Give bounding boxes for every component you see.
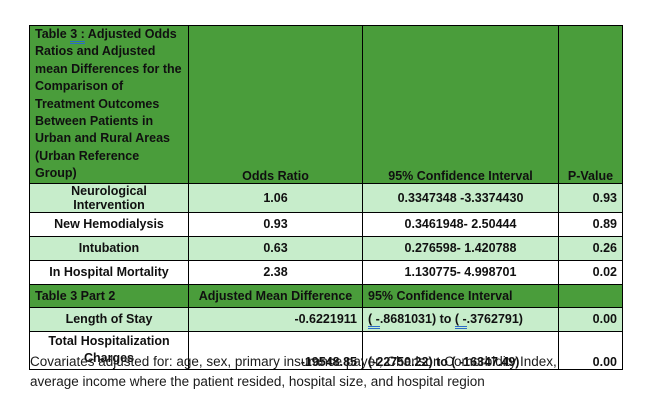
table-title-cell: Table 3 : Adjusted Odds Ratios and Adjus… [29,25,189,184]
col-header-confidence-interval-part2: 95% Confidence Interval [362,283,559,308]
col-header-adjusted-mean-difference: Adjusted Mean Difference [188,283,363,308]
row-label: Length of Stay [29,306,189,332]
covariates-footnote: Covariates adjusted for: age, sex, prima… [30,352,655,391]
col-header-confidence-interval: 95% Confidence Interval [362,25,559,184]
table-row-intubation: Intubation 0.63 0.276598- 1.420788 0.26 [29,235,623,261]
table-title-grammar-marked: 3 : [70,27,85,44]
part2-empty-header-cell [558,283,623,308]
footnote-line-2: average income where the patient resided… [30,373,485,389]
confidence-interval-value: (-22750.22) to ( -16347.49) [362,330,559,370]
odds-ratio-value: 2.38 [188,259,363,285]
odds-ratio-value: 0.63 [188,235,363,261]
p-value: 0.00 [558,330,623,370]
odds-ratio-value: 1.06 [188,182,363,213]
table-title-rest: Adjusted Odds Ratios and Adjusted mean D… [35,27,182,181]
footnote-line-1: Covariates adjusted for: age, sex, prima… [30,354,557,369]
col-header-odds-ratio: Odds Ratio [188,25,363,184]
ci-grammar-marked: ( - [454,312,467,330]
table-row-total-hospitalization-charges: Total Hospitalization Charges -19548.85 … [29,330,623,370]
ci-grammar-marked: ( - [368,312,380,330]
mean-difference-value: -19548.85 [188,330,363,370]
mean-difference-value: -0.6221911 [188,306,363,332]
row-label: Total Hospitalization Charges [29,330,189,370]
p-value: 0.26 [558,235,623,261]
p-value: 0.02 [558,259,623,285]
row-label: Intubation [29,235,189,261]
row-label: In Hospital Mortality [29,259,189,285]
odds-ratio-value: 0.93 [188,211,363,237]
confidence-interval-value: 0.3461948- 2.50444 [362,211,559,237]
part2-header-row: Table 3 Part 2 Adjusted Mean Difference … [29,283,623,308]
table-row-length-of-stay: Length of Stay -0.6221911 ( -.8681031) t… [29,306,623,332]
row-label: Neurological Intervention [29,182,189,213]
part2-section-label: Table 3 Part 2 [29,283,189,308]
table-row-in-hospital-mortality: In Hospital Mortality 2.38 1.130775- 4.9… [29,259,623,285]
confidence-interval-value: 1.130775- 4.998701 [362,259,559,285]
p-value: 0.89 [558,211,623,237]
confidence-interval-value: 0.3347348 -3.3374430 [362,182,559,213]
confidence-interval-value: ( -.8681031) to ( -.3762791) [362,306,559,332]
row-label: New Hemodialysis [29,211,189,237]
header-band-row: Table 3 : Adjusted Odds Ratios and Adjus… [29,25,623,184]
table-title-prefix: Table [35,27,71,41]
p-value: 0.93 [558,182,623,213]
table-3-treatment-outcomes: Table 3 : Adjusted Odds Ratios and Adjus… [29,25,623,370]
col-header-p-value: P-Value [558,25,623,184]
table-row-neurological-intervention: Neurological Intervention 1.06 0.3347348… [29,182,623,213]
p-value: 0.00 [558,306,623,332]
confidence-interval-value: 0.276598- 1.420788 [362,235,559,261]
table-row-new-hemodialysis: New Hemodialysis 0.93 0.3461948- 2.50444… [29,211,623,237]
